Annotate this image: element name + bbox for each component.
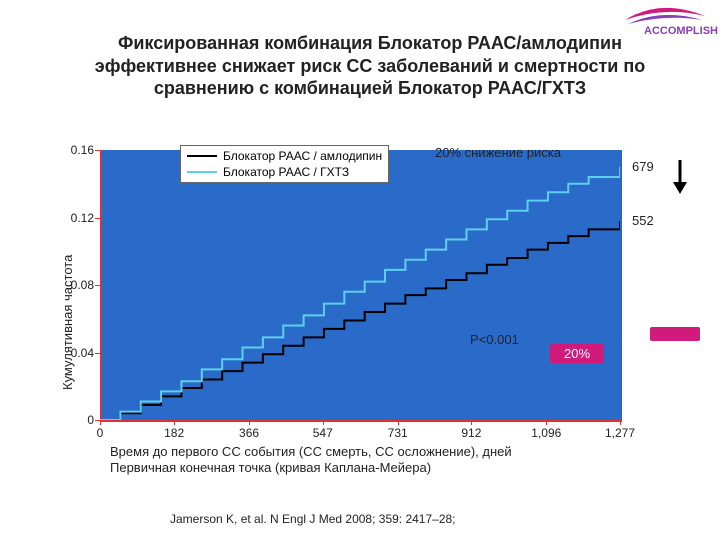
risk-reduction-label: 20% снижение риска bbox=[435, 145, 561, 160]
km-curves bbox=[100, 150, 620, 420]
x-axis-label: Время до первого СС события (СС смерть, … bbox=[110, 444, 610, 477]
series-amlodipine bbox=[100, 221, 620, 420]
slide-title: Фиксированная комбинация Блокатор РААС/а… bbox=[60, 32, 680, 100]
x-tick-label: 547 bbox=[313, 426, 333, 440]
y-tick-label: 0 bbox=[87, 413, 94, 427]
y-tick-label: 0.16 bbox=[71, 143, 94, 157]
x-tick-mark bbox=[620, 420, 621, 425]
legend-swatch bbox=[187, 155, 217, 157]
legend: Блокатор РААС / амлодипин Блокатор РААС /… bbox=[180, 145, 389, 183]
x-tick-mark bbox=[323, 420, 324, 425]
x-tick-label: 0 bbox=[97, 426, 104, 440]
series-hctz bbox=[100, 167, 620, 420]
x-tick-mark bbox=[100, 420, 101, 425]
x-tick-mark bbox=[174, 420, 175, 425]
legend-item: Блокатор РААС / ГХТЗ bbox=[187, 164, 382, 180]
legend-swatch bbox=[187, 171, 217, 173]
legend-label: Блокатор РААС / амлодипин bbox=[223, 149, 382, 163]
endpoint-hctz: 679 bbox=[632, 159, 654, 174]
legend-label: Блокатор РААС / ГХТЗ bbox=[223, 165, 349, 179]
x-tick-label: 1,277 bbox=[605, 426, 635, 440]
y-tick-label: 0.12 bbox=[71, 211, 94, 225]
citation: Jamerson K, et al. N Engl J Med 2008; 35… bbox=[170, 512, 456, 526]
x-tick-label: 731 bbox=[388, 426, 408, 440]
y-axis-label: Кумулятивная частота bbox=[60, 255, 75, 390]
down-arrow-icon bbox=[670, 158, 690, 198]
x-tick-mark bbox=[546, 420, 547, 425]
x-tick-mark bbox=[471, 420, 472, 425]
x-tick-label: 366 bbox=[239, 426, 259, 440]
x-tick-label: 182 bbox=[164, 426, 184, 440]
reduction-badge: 20% bbox=[550, 344, 604, 363]
x-tick-mark bbox=[249, 420, 250, 425]
endpoint-amlodipine: 552 bbox=[632, 213, 654, 228]
slide: ACCOMPLISH Фиксированная комбинация Блок… bbox=[0, 0, 720, 540]
km-chart: 00.040.080.120.1601823665477319121,0961,… bbox=[100, 150, 620, 420]
callout-box bbox=[650, 327, 700, 341]
legend-item: Блокатор РААС / амлодипин bbox=[187, 148, 382, 164]
x-tick-label: 912 bbox=[461, 426, 481, 440]
p-value: P<0.001 bbox=[470, 332, 519, 347]
x-tick-mark bbox=[398, 420, 399, 425]
x-tick-label: 1,096 bbox=[531, 426, 561, 440]
